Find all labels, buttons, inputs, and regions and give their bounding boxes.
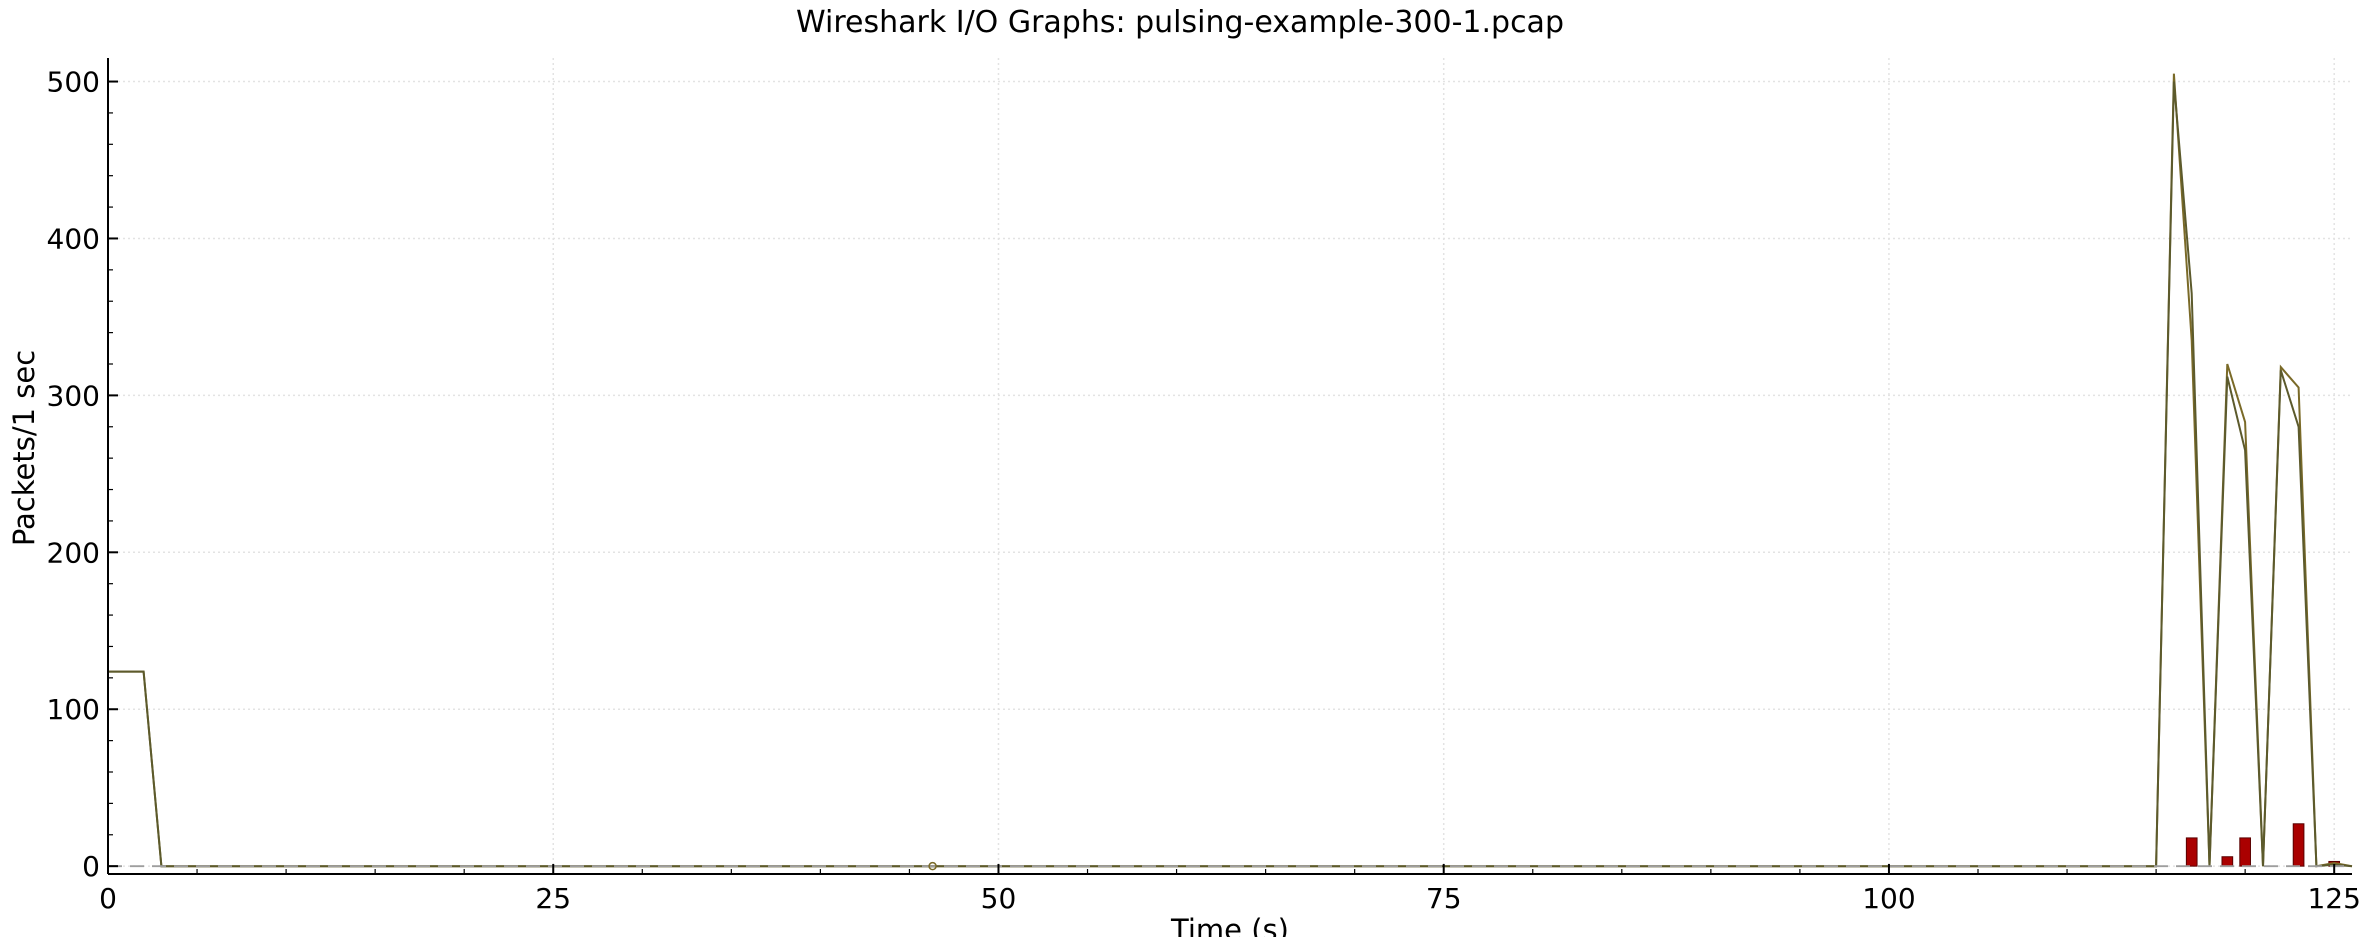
y-tick-label: 200	[47, 536, 100, 569]
bar	[2292, 823, 2305, 867]
y-axis-title: Packets/1 sec	[7, 350, 41, 546]
y-tick-label: 0	[82, 850, 100, 883]
bar	[2185, 837, 2198, 867]
series-line-2	[108, 81, 2353, 868]
chart-title: Wireshark I/O Graphs: pulsing-example-30…	[796, 5, 1564, 40]
x-tick-label: 25	[535, 882, 571, 915]
bar	[2221, 856, 2234, 867]
x-tick-label: 125	[2307, 882, 2360, 915]
marker-point	[928, 861, 937, 871]
y-tick-label: 500	[47, 66, 100, 99]
x-tick-label: 0	[99, 882, 117, 915]
y-tick-label: 100	[47, 693, 100, 726]
x-tick-label: 75	[1426, 882, 1462, 915]
axes-layer: 0 100 200 300 400 500 0 25 50 75 100 125	[47, 58, 2361, 915]
x-tick-label: 100	[1862, 882, 1915, 915]
x-tick-label: 50	[981, 882, 1017, 915]
series-line-1	[108, 73, 2353, 868]
y-tick-label: 300	[47, 379, 100, 412]
series-layer	[108, 73, 2353, 871]
grid-layer	[107, 58, 2352, 874]
y-tick-label: 400	[47, 222, 100, 255]
bar	[2239, 837, 2251, 867]
x-axis-title: Time (s)	[1170, 913, 1289, 937]
